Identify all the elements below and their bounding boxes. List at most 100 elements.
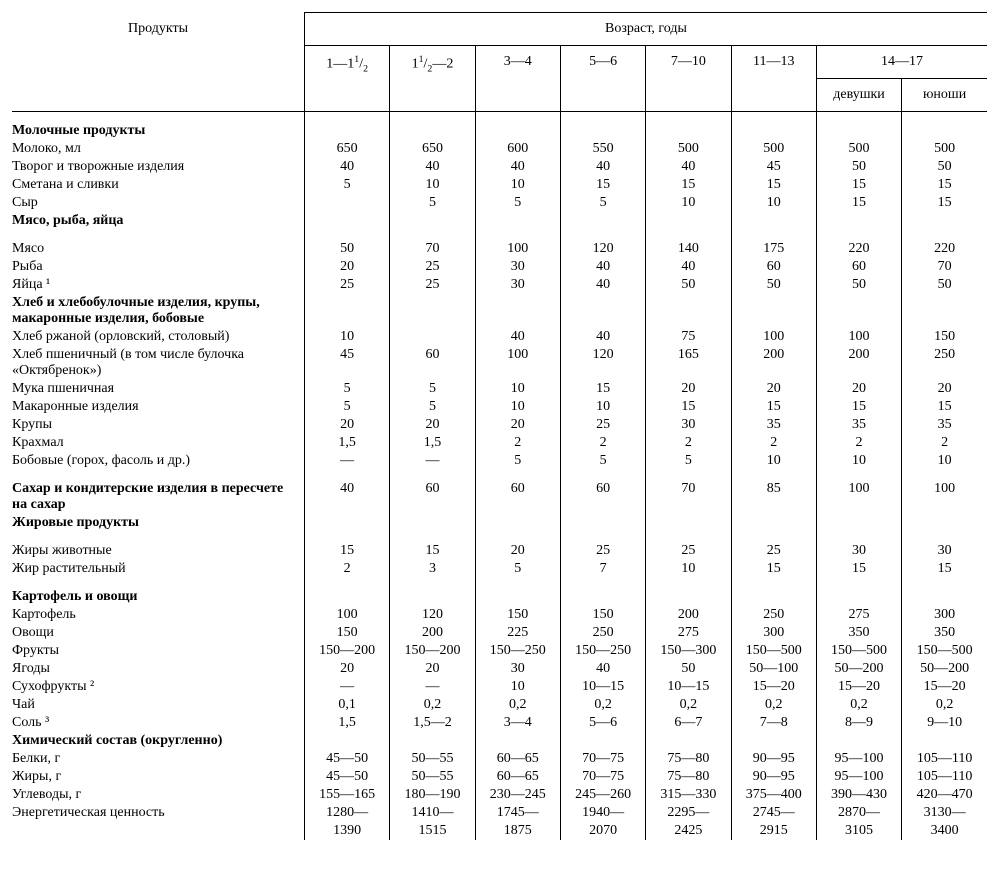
value-cell: 220 xyxy=(816,240,901,258)
value-cell: 25 xyxy=(390,276,475,294)
value-cell: 10 xyxy=(560,398,645,416)
value-cell: 15 xyxy=(816,194,901,212)
value-cell: 105—110 xyxy=(902,750,987,768)
product-cell: Сметана и сливки xyxy=(12,176,305,194)
value-cell xyxy=(646,514,731,532)
value-cell xyxy=(731,532,816,542)
product-cell xyxy=(12,532,305,542)
value-cell: 15 xyxy=(560,176,645,194)
value-cell: 15—20 xyxy=(731,678,816,696)
value-cell xyxy=(731,112,816,123)
value-cell: 7—8 xyxy=(731,714,816,732)
value-cell: 10 xyxy=(731,194,816,212)
value-cell: 50 xyxy=(816,158,901,176)
value-cell xyxy=(390,732,475,750)
table-header: Продукты Возраст, годы 1—11/2 11/2—2 3—4… xyxy=(12,13,987,112)
product-cell xyxy=(12,470,305,480)
value-cell: 5 xyxy=(390,398,475,416)
product-cell: Ягоды xyxy=(12,660,305,678)
value-cell xyxy=(731,122,816,140)
value-cell: 15 xyxy=(902,176,987,194)
value-cell: 245—260 xyxy=(560,786,645,804)
value-cell: 20 xyxy=(305,660,390,678)
value-cell: 50 xyxy=(816,276,901,294)
value-cell: 300 xyxy=(902,606,987,624)
product-cell: Жир растительный xyxy=(12,560,305,578)
product-cell: Яйца ¹ xyxy=(12,276,305,294)
value-cell xyxy=(560,470,645,480)
product-cell: Жиры животные xyxy=(12,542,305,560)
value-cell: 1940— xyxy=(560,804,645,822)
value-cell xyxy=(902,470,987,480)
value-cell: 10—15 xyxy=(646,678,731,696)
value-cell: 10 xyxy=(305,328,390,346)
value-cell: 50—55 xyxy=(390,768,475,786)
value-cell: 2 xyxy=(646,434,731,452)
value-cell: 60 xyxy=(475,480,560,514)
value-cell: 15 xyxy=(816,398,901,416)
value-cell xyxy=(390,294,475,328)
value-cell xyxy=(475,532,560,542)
value-cell xyxy=(390,122,475,140)
value-cell: 15 xyxy=(731,398,816,416)
value-cell xyxy=(646,532,731,542)
section-title: Картофель и овощи xyxy=(12,588,305,606)
value-cell xyxy=(305,470,390,480)
value-cell: 15 xyxy=(816,176,901,194)
value-cell: 30 xyxy=(902,542,987,560)
value-cell xyxy=(475,212,560,230)
col-header-3: 3—4 xyxy=(475,46,560,112)
product-cell: Молоко, мл xyxy=(12,140,305,158)
value-cell: 35 xyxy=(816,416,901,434)
value-cell: 5 xyxy=(646,452,731,470)
col-header-2: 11/2—2 xyxy=(390,46,475,112)
value-cell: 20 xyxy=(390,660,475,678)
value-cell xyxy=(731,230,816,240)
col-header-girls: девушки xyxy=(816,79,901,112)
value-cell: 50—200 xyxy=(816,660,901,678)
value-cell: 15—20 xyxy=(902,678,987,696)
value-cell xyxy=(646,470,731,480)
product-cell: Белки, г xyxy=(12,750,305,768)
value-cell: 60—65 xyxy=(475,768,560,786)
value-cell: 40 xyxy=(646,158,731,176)
value-cell: 50 xyxy=(902,158,987,176)
col-header-4: 5—6 xyxy=(560,46,645,112)
value-cell: 30 xyxy=(475,276,560,294)
value-cell: 230—245 xyxy=(475,786,560,804)
value-cell: 50—55 xyxy=(390,750,475,768)
value-cell: 40 xyxy=(390,158,475,176)
value-cell: 1745— xyxy=(475,804,560,822)
value-cell xyxy=(390,470,475,480)
value-cell: 10 xyxy=(902,452,987,470)
value-cell: 20 xyxy=(305,258,390,276)
value-cell: 275 xyxy=(816,606,901,624)
value-cell xyxy=(646,230,731,240)
value-cell: 0,2 xyxy=(731,696,816,714)
value-cell xyxy=(816,588,901,606)
value-cell: 2 xyxy=(560,434,645,452)
value-cell: 15 xyxy=(731,176,816,194)
value-cell: 40 xyxy=(305,158,390,176)
section-title: Химический состав (округленно) xyxy=(12,732,305,750)
value-cell xyxy=(390,532,475,542)
value-cell: 150 xyxy=(560,606,645,624)
value-cell xyxy=(902,212,987,230)
value-cell xyxy=(646,588,731,606)
section-title: Хлеб и хлебобулочные изделия, крупы, мак… xyxy=(12,294,305,328)
value-cell: 100 xyxy=(305,606,390,624)
value-cell: 300 xyxy=(731,624,816,642)
value-cell xyxy=(816,212,901,230)
value-cell: 350 xyxy=(816,624,901,642)
product-cell: Бобовые (горох, фасоль и др.) xyxy=(12,452,305,470)
value-cell: 2 xyxy=(475,434,560,452)
value-cell xyxy=(390,328,475,346)
value-cell: — xyxy=(390,452,475,470)
value-cell: 40 xyxy=(475,328,560,346)
value-cell: 1,5 xyxy=(390,434,475,452)
value-cell: 10 xyxy=(646,560,731,578)
value-cell: 50 xyxy=(646,276,731,294)
value-cell xyxy=(560,212,645,230)
value-cell xyxy=(475,470,560,480)
value-cell: 500 xyxy=(646,140,731,158)
